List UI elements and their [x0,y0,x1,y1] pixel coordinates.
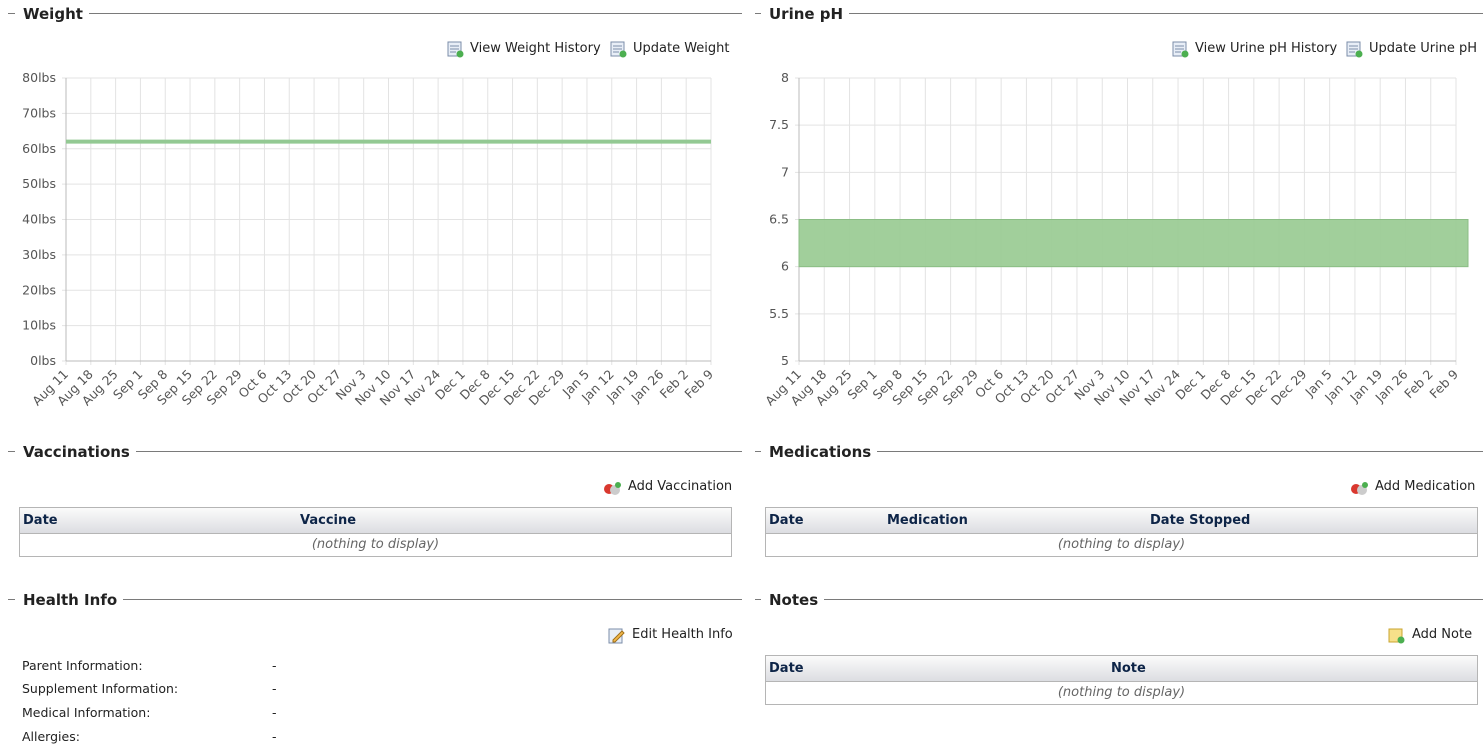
section-rule [755,599,1483,600]
section-title: Urine pH [761,5,850,23]
label: View Urine pH History [1195,41,1338,56]
y-tick-label: 7.5 [769,117,789,132]
icon [1351,481,1368,495]
y-tick-label: 6 [781,259,789,274]
y-tick-label: 5.5 [769,306,789,321]
x-tick-label: Feb 9 [681,366,716,401]
view-history-button[interactable]: View Urine pH History [1172,40,1337,58]
notes-table: Date Note (nothing to display) [765,655,1478,705]
section-rule [755,451,1483,452]
section-rule [8,13,742,14]
icon [447,41,464,57]
update-button[interactable]: Update Urine pH [1346,40,1477,58]
column-header: Vaccine [300,513,357,528]
section-title: Notes [761,591,825,609]
add-vaccination-button[interactable]: Add Vaccination [603,478,732,496]
y-tick-label: 80lbs [22,70,56,85]
add-medication-button[interactable]: Add Medication [1350,478,1475,496]
info-label: Medical Information: [22,705,151,720]
x-tick-label: Feb 9 [1426,366,1461,401]
add-note-button[interactable]: Add Note [1388,626,1472,644]
column-header: Date [769,661,804,676]
info-value: - [272,681,277,696]
label: View Weight History [470,41,601,56]
icon [610,41,627,57]
icon [608,628,625,643]
icon [1172,41,1189,57]
section-title: Health Info [15,591,124,609]
y-tick-label: 0lbs [30,353,56,368]
label: Add Medication [1375,479,1476,494]
y-tick-label: 50lbs [22,176,56,191]
icon [604,481,621,495]
section-rule [8,451,742,452]
info-value: - [272,729,277,744]
label: Edit Health Info [632,627,733,642]
y-tick-label: 5 [781,353,789,368]
info-value: - [272,705,277,720]
table-header: Date Vaccine [20,508,731,534]
info-label: Allergies: [22,729,80,744]
label: Add Note [1412,627,1473,642]
empty-message: (nothing to display) [1057,537,1186,552]
y-tick-label: 70lbs [22,105,56,120]
section-title: Weight [15,5,89,23]
y-tick-label: 40lbs [22,212,56,227]
section-rule [755,13,1483,14]
table-header: Date Medication Date Stopped [766,508,1477,534]
y-tick-label: 8 [781,70,789,85]
info-label: Supplement Information: [22,681,179,696]
section-title: Vaccinations [15,443,136,461]
y-tick-label: 10lbs [22,318,56,333]
vaccinations-table: Date Vaccine (nothing to display) [19,507,732,557]
info-value: - [272,658,277,673]
column-header: Date [23,513,58,528]
y-tick-label: 60lbs [22,141,56,156]
medications-table: Date Medication Date Stopped (nothing to… [765,507,1478,557]
section-title: Medications [761,443,878,461]
y-tick-label: 30lbs [22,247,56,262]
y-tick-label: 20lbs [22,282,56,297]
y-tick-label: 6.5 [769,212,789,227]
column-header: Note [1111,661,1146,676]
info-label: Parent Information: [22,658,143,673]
icon [1346,41,1363,57]
edit-health-info-button[interactable]: Edit Health Info [608,626,733,644]
label: Update Urine pH [1369,41,1478,56]
y-tick-label: 7 [781,164,789,179]
icon [1388,628,1405,643]
section-rule [8,599,742,600]
table-header: Date Note [766,656,1477,682]
view-history-button[interactable]: View Weight History [447,40,601,58]
range-band [798,219,1469,268]
column-header: Date Stopped [1150,513,1251,528]
empty-message: (nothing to display) [311,537,440,552]
column-header: Medication [887,513,968,528]
label: Update Weight [633,41,730,56]
column-header: Date [769,513,804,528]
empty-message: (nothing to display) [1057,685,1186,700]
update-button[interactable]: Update Weight [610,40,730,58]
label: Add Vaccination [628,479,733,494]
